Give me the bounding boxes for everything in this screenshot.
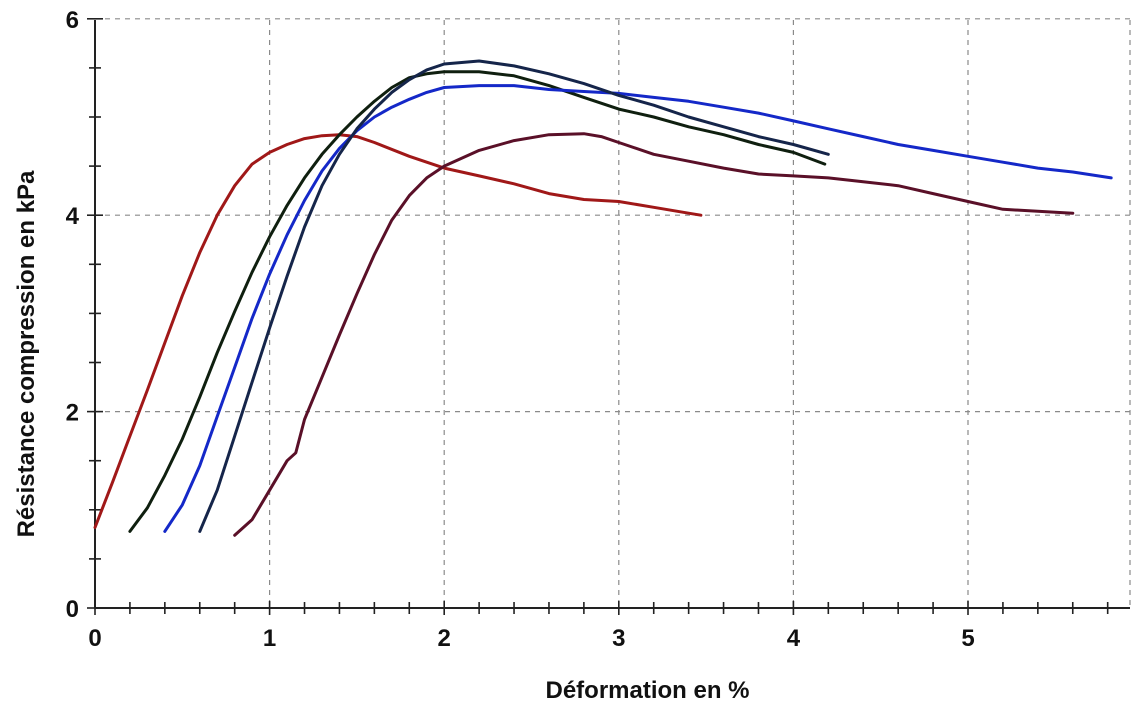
tick-labels: 0 1 2 3 4 5 0 2 4 6 — [66, 7, 975, 652]
x-tick-label: 0 — [88, 625, 101, 652]
series-line-1 — [93, 133, 703, 529]
series-lines — [93, 59, 1113, 537]
series-line-4 — [198, 59, 830, 533]
y-tick-label: 4 — [66, 203, 80, 230]
x-tick-label: 5 — [961, 625, 974, 652]
x-tick-label: 1 — [263, 625, 276, 652]
x-tick-label: 3 — [612, 625, 625, 652]
axes — [87, 17, 1130, 615]
y-tick-label: 0 — [66, 596, 79, 623]
grid-lines — [95, 18, 1131, 608]
series-line-5 — [233, 132, 1075, 537]
y-tick-label: 2 — [66, 400, 79, 427]
x-axis-title: Déformation en % — [545, 677, 749, 704]
x-tick-label: 4 — [787, 625, 801, 652]
x-tick-label: 2 — [438, 625, 451, 652]
y-tick-label: 6 — [66, 7, 79, 34]
series-line-2 — [128, 70, 827, 533]
y-axis-title: Résistance compression en kPa — [13, 170, 40, 537]
series-line-3 — [163, 84, 1113, 533]
